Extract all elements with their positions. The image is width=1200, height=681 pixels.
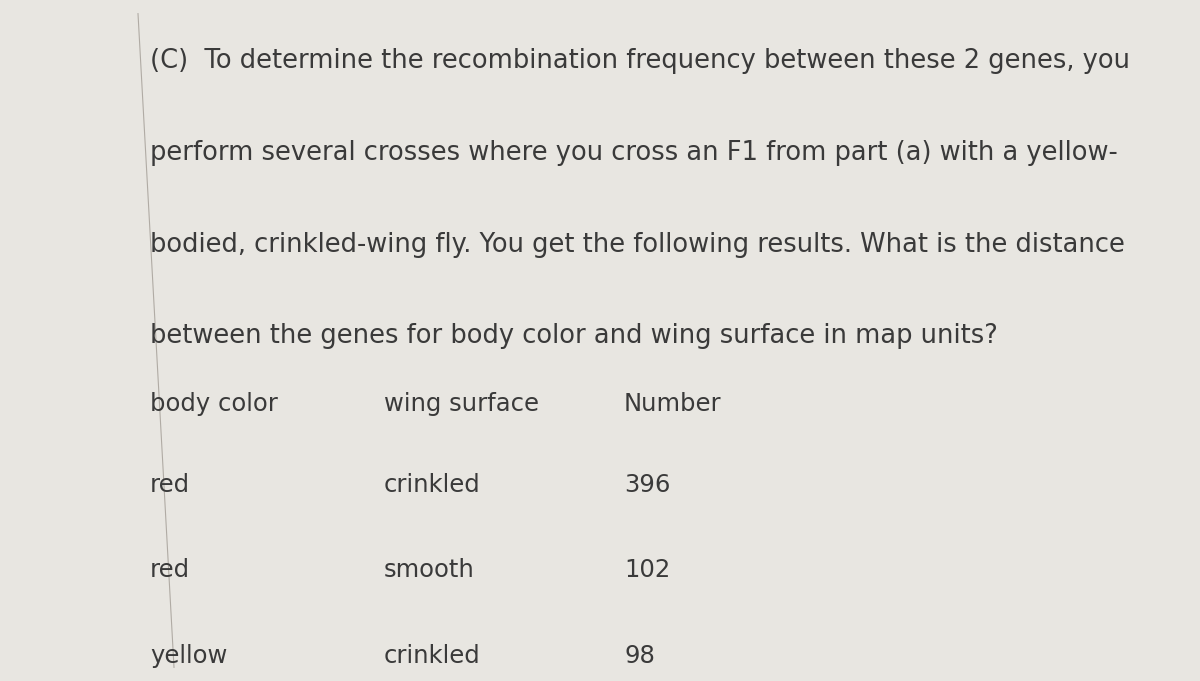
Text: between the genes for body color and wing surface in map units?: between the genes for body color and win… <box>150 323 997 349</box>
Text: smooth: smooth <box>384 558 475 582</box>
Text: perform several crosses where you cross an F1 from part (a) with a yellow-: perform several crosses where you cross … <box>150 140 1117 165</box>
Text: red: red <box>150 473 190 497</box>
Text: 396: 396 <box>624 473 671 497</box>
Text: crinkled: crinkled <box>384 644 481 667</box>
Text: body color: body color <box>150 392 278 415</box>
Text: 98: 98 <box>624 644 655 667</box>
Text: Number: Number <box>624 392 721 415</box>
Text: 102: 102 <box>624 558 671 582</box>
Text: bodied, crinkled-wing fly. You get the following results. What is the distance: bodied, crinkled-wing fly. You get the f… <box>150 232 1124 257</box>
Text: red: red <box>150 558 190 582</box>
Text: wing surface: wing surface <box>384 392 539 415</box>
Text: (C)  To determine the recombination frequency between these 2 genes, you: (C) To determine the recombination frequ… <box>150 48 1130 74</box>
Text: crinkled: crinkled <box>384 473 481 497</box>
Text: yellow: yellow <box>150 644 227 667</box>
